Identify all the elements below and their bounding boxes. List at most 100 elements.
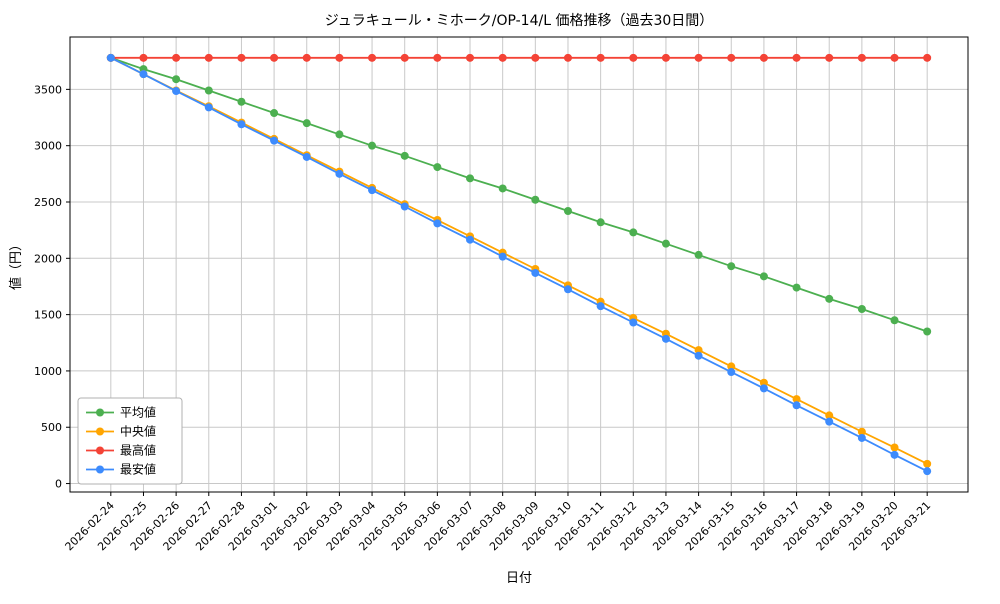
data-point-marker (466, 235, 475, 244)
y-tick-label: 2000 (34, 252, 62, 265)
data-point-marker (857, 433, 866, 442)
data-point-marker (727, 368, 736, 377)
legend-marker (96, 446, 104, 455)
data-point-marker (857, 53, 866, 62)
data-point-marker (792, 401, 801, 410)
data-point-marker (498, 252, 507, 261)
data-point-marker (400, 151, 409, 160)
y-tick-label: 500 (41, 421, 62, 434)
data-point-marker (596, 53, 605, 62)
grid-lines (70, 37, 968, 492)
data-point-marker (400, 53, 409, 62)
data-point-marker (694, 250, 703, 259)
data-point-marker (759, 272, 768, 281)
series-lines (106, 53, 932, 476)
data-point-marker (270, 136, 279, 145)
data-point-marker (825, 53, 834, 62)
data-point-marker (825, 411, 834, 420)
data-point-marker (792, 283, 801, 292)
data-point-marker (629, 228, 638, 237)
series-2 (106, 53, 932, 62)
series-1 (106, 53, 932, 468)
series-line (110, 57, 928, 472)
y-tick-label: 0 (55, 478, 62, 491)
data-point-marker (368, 141, 377, 150)
data-point-marker (204, 53, 213, 62)
data-point-marker (139, 53, 148, 62)
data-point-marker (400, 202, 409, 211)
data-point-marker (661, 334, 670, 343)
data-point-marker (759, 384, 768, 393)
y-tick-label: 3000 (34, 140, 62, 153)
legend-marker (96, 408, 104, 417)
axis-tick-marks (66, 88, 928, 496)
series-line (110, 57, 928, 465)
data-point-marker (302, 53, 311, 62)
data-point-marker (661, 239, 670, 248)
data-point-marker (923, 327, 932, 336)
data-point-marker (923, 459, 932, 468)
data-point-marker (923, 467, 932, 476)
data-point-marker (335, 53, 344, 62)
data-point-marker (727, 362, 736, 371)
data-point-marker (727, 262, 736, 271)
data-point-marker (531, 195, 540, 204)
data-point-marker (466, 53, 475, 62)
series-0 (106, 53, 932, 336)
legend-marker (96, 427, 104, 436)
data-point-marker (172, 87, 181, 96)
y-tick-label: 3500 (34, 83, 62, 96)
axes-frame (69, 36, 969, 493)
legend-label: 最安値 (120, 462, 156, 477)
legend-label: 中央値 (120, 424, 156, 439)
data-point-marker (890, 53, 899, 62)
data-point-marker (890, 450, 899, 459)
data-point-marker (270, 53, 279, 62)
y-tick-label: 2500 (34, 196, 62, 209)
data-point-marker (792, 395, 801, 404)
legend-label: 平均値 (120, 405, 156, 420)
data-point-marker (694, 53, 703, 62)
data-point-marker (237, 120, 246, 129)
data-point-marker (923, 53, 932, 62)
data-point-marker (792, 53, 801, 62)
data-point-marker (661, 53, 670, 62)
legend-marker (96, 465, 104, 474)
data-point-marker (759, 53, 768, 62)
data-point-marker (498, 184, 507, 193)
data-point-marker (237, 53, 246, 62)
data-point-marker (204, 86, 213, 95)
chart-title: ジュラキュール・ミホーク/OP-14/L 価格推移（過去30日間） (325, 13, 714, 29)
data-point-marker (563, 53, 572, 62)
data-point-marker (694, 351, 703, 360)
y-tick-label: 1000 (34, 365, 62, 378)
data-point-marker (106, 53, 115, 62)
data-point-marker (335, 169, 344, 178)
data-point-marker (563, 285, 572, 294)
data-point-marker (857, 427, 866, 436)
data-point-marker (498, 53, 507, 62)
data-point-marker (433, 163, 442, 172)
data-point-marker (759, 378, 768, 387)
legend-box (77, 397, 183, 485)
data-point-marker (302, 119, 311, 128)
data-point-marker (825, 417, 834, 426)
data-point-marker (270, 109, 279, 118)
y-tick-labels: 0 500 1000 1500 2000 2500 3000 3500 (34, 83, 62, 490)
data-point-marker (727, 53, 736, 62)
data-point-marker (531, 53, 540, 62)
data-point-marker (335, 130, 344, 139)
data-point-marker (890, 316, 899, 325)
series-3 (106, 53, 932, 476)
data-point-marker (466, 174, 475, 183)
x-axis-label: 日付 (506, 571, 532, 586)
series-line (110, 56, 928, 333)
plot-border (69, 36, 969, 493)
y-tick-label: 1500 (34, 309, 62, 322)
x-tick-labels: 2026-02-242026-02-252026-02-262026-02-27… (63, 499, 934, 553)
data-point-marker (172, 75, 181, 84)
data-point-marker (368, 53, 377, 62)
